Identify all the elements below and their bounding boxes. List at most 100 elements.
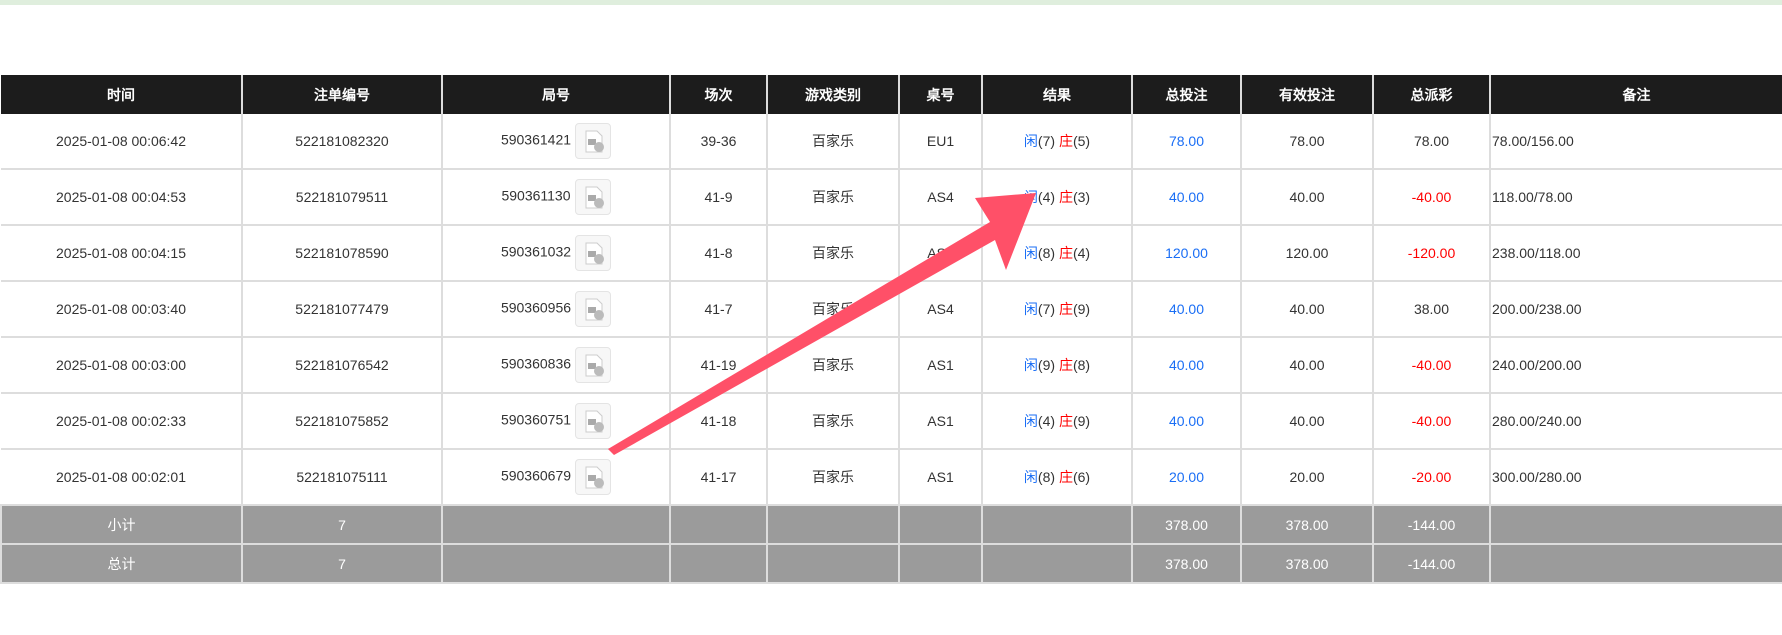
player-points: (9)	[1037, 357, 1056, 373]
table-row: 2025-01-08 00:04:53 522181079511 5903611…	[1, 169, 1782, 226]
player-label: 闲	[1023, 245, 1038, 261]
header-game: 游戏类别	[766, 75, 899, 114]
round-cell: 590360836	[441, 337, 670, 394]
shoe-cell: 41-17	[669, 449, 767, 506]
player-label: 闲	[1023, 413, 1038, 429]
payout-cell: -20.00	[1372, 449, 1490, 506]
round-number: 590360956	[500, 299, 572, 316]
header-bet-id: 注单编号	[241, 75, 442, 114]
video-file-icon[interactable]	[575, 291, 612, 327]
total-bet-cell: 40.00	[1131, 337, 1241, 394]
table-cell: EU1	[898, 114, 982, 170]
banker-label: 庄	[1058, 301, 1073, 317]
table-cell: AS1	[898, 337, 982, 394]
note-cell: 238.00/118.00	[1489, 225, 1782, 282]
top-bar	[0, 0, 1782, 5]
table-cell: AS4	[898, 281, 982, 338]
time-cell: 2025-01-08 00:04:15	[1, 225, 242, 282]
result-cell: 闲(4) 庄(3)	[981, 169, 1132, 226]
video-file-icon[interactable]	[575, 403, 612, 439]
table-row: 2025-01-08 00:04:15 522181078590 5903610…	[1, 225, 1782, 282]
game-type-cell: 百家乐	[766, 114, 899, 170]
total-bet-cell: 40.00	[1131, 393, 1241, 450]
header-round: 局号	[441, 75, 670, 114]
valid-bet-cell: 40.00	[1240, 281, 1373, 338]
payout-cell: 38.00	[1372, 281, 1490, 338]
header-note: 备注	[1489, 75, 1782, 114]
video-file-icon[interactable]	[574, 179, 611, 215]
video-file-icon[interactable]	[575, 235, 612, 271]
subtotal-total-bet: 378.00	[1131, 505, 1241, 545]
subtotal-row: 小计 7 378.00 378.00 -144.00	[0, 505, 1782, 545]
payout-cell: -120.00	[1372, 225, 1490, 282]
game-type-cell: 百家乐	[766, 169, 899, 226]
grandtotal-count: 7	[241, 544, 442, 584]
time-cell: 2025-01-08 00:06:42	[1, 114, 242, 170]
bet-id-cell: 522181075111	[241, 449, 442, 506]
header-table: 桌号	[898, 75, 982, 114]
round-cell: 590361421	[441, 114, 670, 170]
payout-cell: -40.00	[1372, 337, 1490, 394]
header-payout: 总派彩	[1372, 75, 1490, 114]
result-cell: 闲(9) 庄(8)	[981, 337, 1132, 394]
table-cell: AS1	[898, 393, 982, 450]
round-number: 590361130	[501, 187, 571, 204]
shoe-cell: 39-36	[669, 114, 767, 170]
table-cell: AS4	[898, 225, 982, 282]
time-cell: 2025-01-08 00:02:33	[1, 393, 242, 450]
valid-bet-cell: 120.00	[1240, 225, 1373, 282]
table-row: 2025-01-08 00:02:01 522181075111 5903606…	[1, 449, 1782, 506]
player-label: 闲	[1023, 469, 1038, 485]
banker-label: 庄	[1058, 357, 1073, 373]
banker-points: (8)	[1072, 357, 1091, 373]
video-file-icon[interactable]	[575, 123, 612, 159]
player-label: 闲	[1023, 133, 1038, 149]
header-valid-bet: 有效投注	[1240, 75, 1373, 114]
banker-label: 庄	[1058, 189, 1073, 205]
time-cell: 2025-01-08 00:03:40	[1, 281, 242, 338]
player-points: (8)	[1037, 469, 1056, 485]
player-points: (7)	[1037, 301, 1056, 317]
player-points: (8)	[1037, 245, 1056, 261]
time-cell: 2025-01-08 00:04:53	[1, 169, 242, 226]
player-label: 闲	[1023, 189, 1038, 205]
grandtotal-label: 总计	[0, 544, 242, 584]
payout-cell: -40.00	[1372, 169, 1490, 226]
game-type-cell: 百家乐	[766, 281, 899, 338]
table-cell: AS4	[898, 169, 982, 226]
note-cell: 118.00/78.00	[1489, 169, 1782, 226]
banker-points: (9)	[1072, 301, 1091, 317]
subtotal-valid-bet: 378.00	[1240, 505, 1373, 545]
note-cell: 280.00/240.00	[1489, 393, 1782, 450]
note-cell: 300.00/280.00	[1489, 449, 1782, 506]
bet-id-cell: 522181075852	[241, 393, 442, 450]
round-cell: 590360956	[441, 281, 670, 338]
shoe-cell: 41-8	[669, 225, 767, 282]
payout-cell: -40.00	[1372, 393, 1490, 450]
round-cell: 590360751	[441, 393, 670, 450]
note-cell: 78.00/156.00	[1489, 114, 1782, 170]
time-cell: 2025-01-08 00:02:01	[1, 449, 242, 506]
result-cell: 闲(7) 庄(9)	[981, 281, 1132, 338]
grandtotal-payout: -144.00	[1372, 544, 1490, 584]
table-cell: AS1	[898, 449, 982, 506]
round-number: 590360679	[500, 467, 572, 484]
valid-bet-cell: 78.00	[1240, 114, 1373, 170]
player-label: 闲	[1023, 301, 1038, 317]
shoe-cell: 41-19	[669, 337, 767, 394]
bet-id-cell: 522181076542	[241, 337, 442, 394]
video-file-icon[interactable]	[575, 459, 612, 495]
round-cell: 590360679	[441, 449, 670, 506]
note-cell: 200.00/238.00	[1489, 281, 1782, 338]
time-cell: 2025-01-08 00:03:00	[1, 337, 242, 394]
round-cell: 590361130	[441, 169, 670, 226]
subtotal-payout: -144.00	[1372, 505, 1490, 545]
payout-cell: 78.00	[1372, 114, 1490, 170]
bet-id-cell: 522181079511	[241, 169, 442, 226]
subtotal-label: 小计	[0, 505, 242, 545]
video-file-icon[interactable]	[575, 347, 612, 383]
header-result: 结果	[981, 75, 1132, 114]
round-number: 590361032	[500, 243, 572, 260]
player-points: (4)	[1037, 189, 1056, 205]
bet-id-cell: 522181082320	[241, 114, 442, 170]
